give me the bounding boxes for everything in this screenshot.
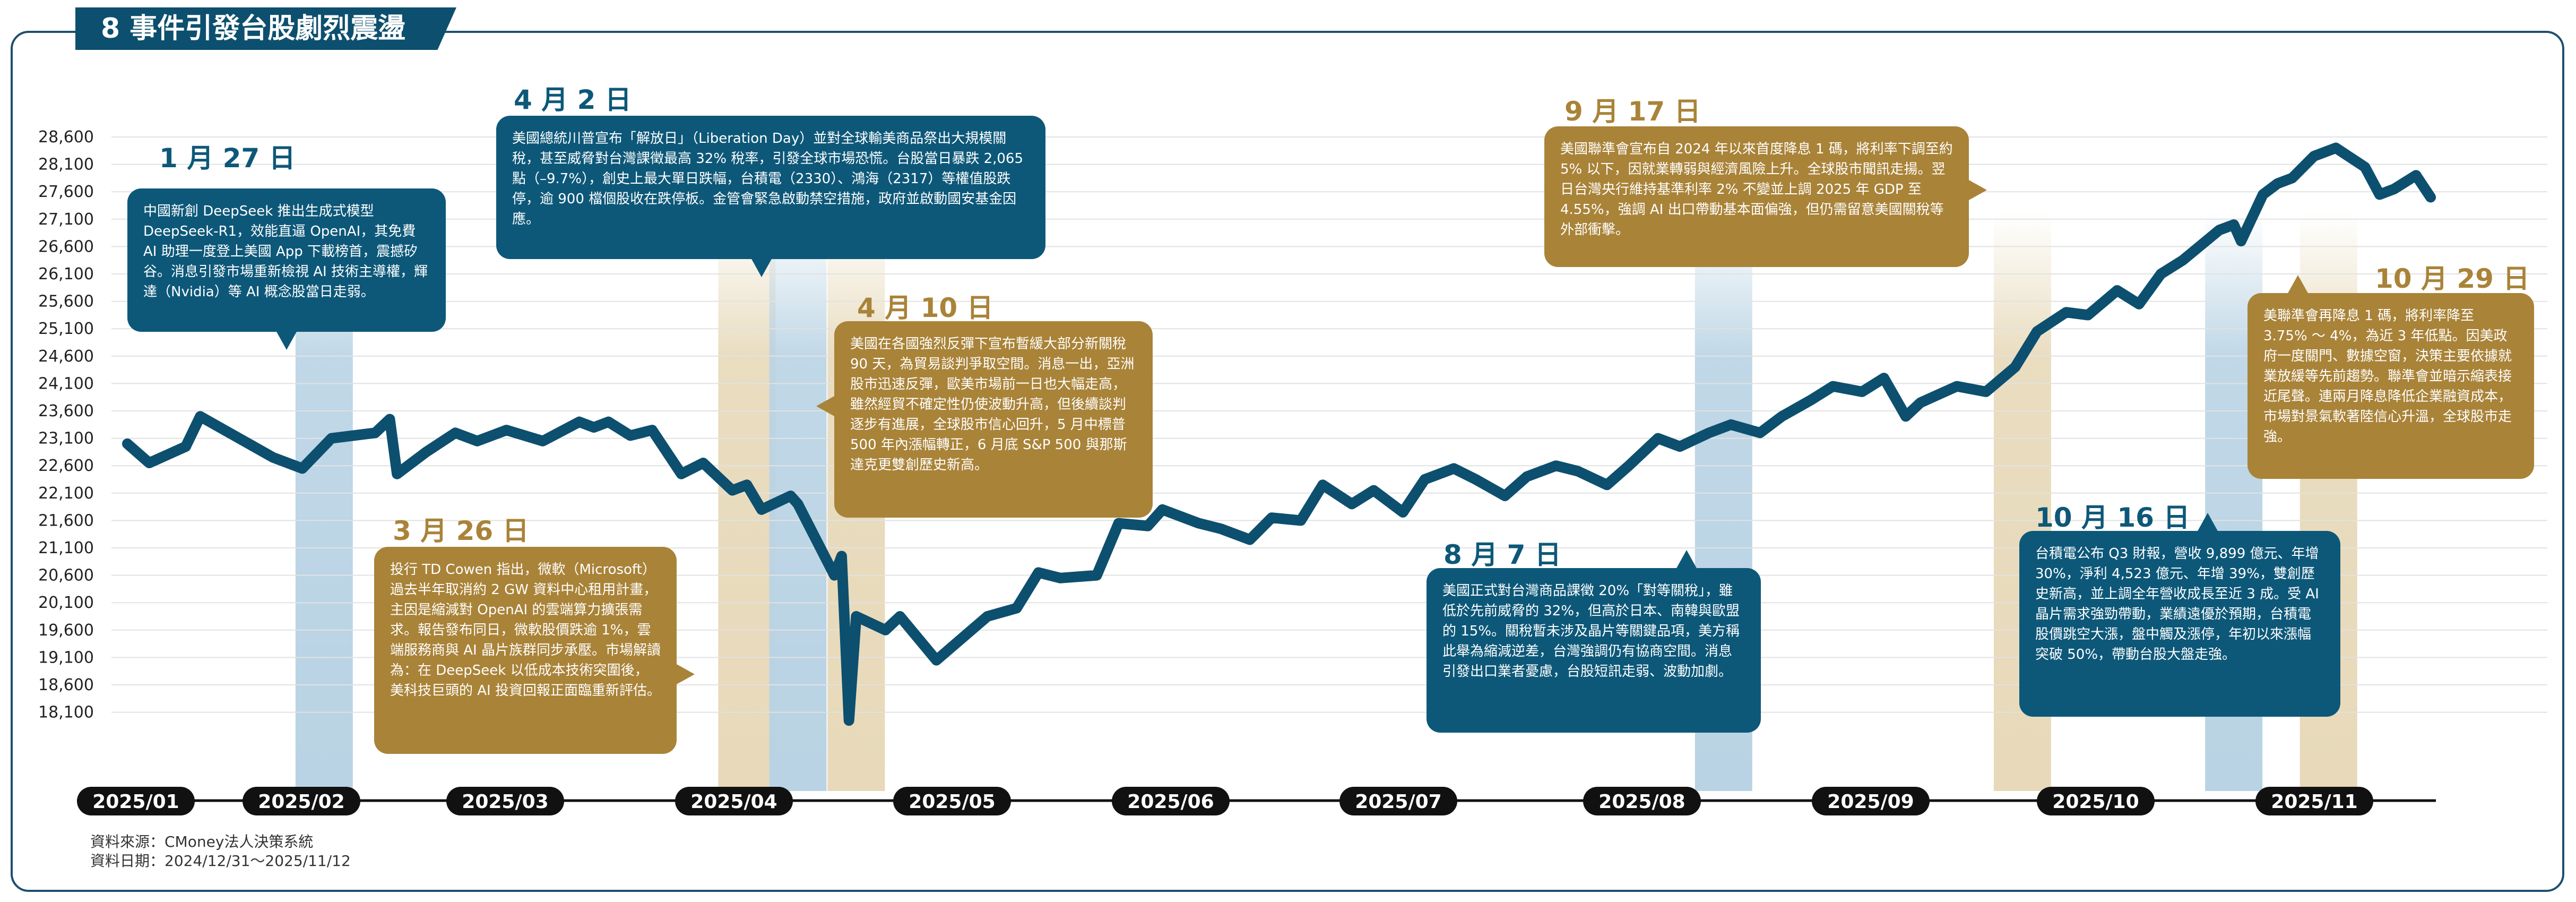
x-tick-pill: 2025/01 bbox=[77, 787, 195, 815]
x-tick-pill: 2025/08 bbox=[1583, 787, 1701, 815]
callout-tail bbox=[2287, 275, 2309, 294]
y-tick-label: 21,600 bbox=[38, 511, 94, 530]
y-tick-label: 22,100 bbox=[38, 484, 94, 503]
month-pill-bg bbox=[675, 787, 793, 815]
event-annotation-text: 美聯準會再降息 1 碼，將利率降至 3.75% ～ 4%，為近 3 年低點。因美… bbox=[2263, 308, 2512, 445]
month-pill-bg bbox=[77, 787, 195, 815]
x-tick-pill: 2025/11 bbox=[2255, 787, 2373, 815]
callout-tail bbox=[816, 396, 835, 417]
event-annotation-box: 美國聯準會宣布自 2024 年以來首度降息 1 碼，將利率下調至約 5% 以下，… bbox=[1544, 126, 1987, 267]
x-tick-label: 2025/04 bbox=[690, 791, 777, 813]
month-pill-bg bbox=[1812, 787, 1930, 815]
month-pill-bg bbox=[1339, 787, 1457, 815]
y-tick-label: 23,600 bbox=[38, 402, 94, 420]
y-tick-label: 24,600 bbox=[38, 347, 94, 366]
callout-tail bbox=[1968, 179, 1987, 201]
x-tick-label: 2025/01 bbox=[92, 791, 179, 813]
event-date-label: 4 月 10 日 bbox=[857, 293, 993, 323]
x-tick-pill: 2025/04 bbox=[675, 787, 793, 815]
event-annotation-box: 美聯準會再降息 1 碼，將利率降至 3.75% ～ 4%，為近 3 年低點。因美… bbox=[2247, 275, 2534, 479]
event-annotation-text: 台積電公布 Q3 財報，營收 9,899 億元、年增 30%，淨利 4,523 … bbox=[2035, 546, 2319, 663]
x-tick-pill: 2025/02 bbox=[243, 787, 360, 815]
x-tick-label: 2025/08 bbox=[1598, 791, 1685, 813]
title-tab-accent bbox=[75, 7, 81, 50]
x-tick-label: 2025/03 bbox=[462, 791, 548, 813]
chart-frame bbox=[11, 31, 2564, 892]
series-line bbox=[122, 142, 2436, 726]
event-date-label: 4 月 2 日 bbox=[514, 84, 632, 115]
x-axis: 2025/01 2025/02 2025/03 2025/04 2025/05 2025/… bbox=[77, 787, 2436, 815]
y-tick-label: 20,600 bbox=[38, 566, 94, 585]
title-tab bbox=[79, 7, 456, 50]
x-tick-label: 2025/11 bbox=[2271, 791, 2357, 813]
month-pill-bg bbox=[1583, 787, 1701, 815]
event-annotation-box: 美國在各國強烈反彈下宣布暫緩大部分新關稅 90 天，為貿易談判爭取空間。消息一出… bbox=[816, 321, 1153, 518]
event-annotation-text: 美國總統川普宣布「解放日」（Liberation Day）並對全球輸美商品祭出大… bbox=[512, 131, 1024, 227]
month-pill-bg bbox=[2255, 787, 2373, 815]
y-tick-label: 18,100 bbox=[38, 703, 94, 722]
y-tick-label: 28,600 bbox=[38, 128, 94, 147]
y-tick-label: 26,600 bbox=[38, 237, 94, 256]
callout-tail bbox=[676, 664, 695, 685]
y-tick-label: 25,600 bbox=[38, 293, 94, 311]
month-pill-bg bbox=[893, 787, 1011, 815]
event-date-label: 9 月 17 日 bbox=[1564, 96, 1701, 127]
y-tick-label: 26,100 bbox=[38, 265, 94, 284]
page-title: 8 事件引發台股劇烈震盪 bbox=[101, 13, 406, 45]
event-annotation-text: 美國聯準會宣布自 2024 年以來首度降息 1 碼，將利率下調至約 5% 以下，… bbox=[1560, 141, 1953, 238]
y-tick-label: 27,600 bbox=[38, 183, 94, 201]
y-tick-label: 27,100 bbox=[38, 210, 94, 229]
x-tick-label: 2025/07 bbox=[1355, 791, 1441, 813]
y-tick-label: 28,100 bbox=[38, 156, 94, 174]
event-annotation-box: 美國正式對台灣商品課徵 20%「對等關稅」，雖低於先前威脅的 32%，但高於日本… bbox=[1427, 550, 1761, 733]
event-date-label: 10 月 16 日 bbox=[2035, 502, 2190, 533]
y-tick-label: 25,100 bbox=[38, 320, 94, 338]
event-annotation-box: 投行 TD Cowen 指出，微軟（Microsoft）過去半年取消約 2 GW… bbox=[374, 547, 695, 754]
y-tick-label: 19,600 bbox=[38, 621, 94, 640]
x-tick-pill: 2025/03 bbox=[446, 787, 564, 815]
x-tick-label: 2025/10 bbox=[2052, 791, 2139, 813]
event-annotation-box: 美國總統川普宣布「解放日」（Liberation Day）並對全球輸美商品祭出大… bbox=[496, 116, 1045, 277]
date-range-line: 資料日期：2024/12/31〜2025/11/12 bbox=[90, 852, 351, 870]
event-annotation-box: 中國新創 DeepSeek 推出生成式模型 DeepSeek-R1，效能直逼 O… bbox=[127, 188, 446, 350]
event-date-label: 3 月 26 日 bbox=[393, 516, 529, 546]
event-date-label: 8 月 7 日 bbox=[1443, 539, 1561, 570]
y-tick-label: 18,600 bbox=[38, 676, 94, 694]
y-tick-label: 19,100 bbox=[38, 648, 94, 667]
x-tick-label: 2025/09 bbox=[1827, 791, 1914, 813]
y-tick-label: 21,100 bbox=[38, 539, 94, 557]
source-line: 資料來源：CMoney法人決策系統 bbox=[90, 833, 314, 851]
source-note: 資料來源：CMoney法人決策系統 資料日期：2024/12/31〜2025/1… bbox=[90, 832, 351, 871]
month-pill-bg bbox=[243, 787, 360, 815]
month-pill-bg bbox=[446, 787, 564, 815]
y-tick-label: 24,100 bbox=[38, 374, 94, 393]
y-tick-label: 23,100 bbox=[38, 429, 94, 448]
callout-tail bbox=[751, 258, 772, 277]
x-tick-label: 2025/05 bbox=[909, 791, 995, 813]
x-tick-pill: 2025/09 bbox=[1812, 787, 1930, 815]
y-axis-ticks: 28,600 28,100 27,600 27,100 26,600 26,100 25,6… bbox=[38, 128, 94, 722]
x-tick-label: 2025/02 bbox=[258, 791, 344, 813]
event-date-label: 10 月 29 日 bbox=[2375, 263, 2530, 294]
y-tick-label: 22,600 bbox=[38, 457, 94, 475]
event-annotation-text: 美國正式對台灣商品課徵 20%「對等關稅」，雖低於先前威脅的 32%，但高於日本… bbox=[1442, 583, 1740, 680]
event-annotation-box: 台積電公布 Q3 財報，營收 9,899 億元、年增 30%，淨利 4,523 … bbox=[2019, 513, 2340, 717]
callout-tail bbox=[2197, 513, 2218, 532]
x-tick-pill: 2025/10 bbox=[2037, 787, 2155, 815]
event-date-label: 1 月 27 日 bbox=[159, 143, 296, 174]
x-tick-pill: 2025/06 bbox=[1112, 787, 1230, 815]
event-annotation-text: 投行 TD Cowen 指出，微軟（Microsoft）過去半年取消約 2 GW… bbox=[390, 562, 661, 699]
event-annotation-text: 美國在各國強烈反彈下宣布暫緩大部分新關稅 90 天，為貿易談判爭取空間。消息一出… bbox=[850, 336, 1135, 473]
y-tick-label: 20,100 bbox=[38, 594, 94, 612]
x-tick-pill: 2025/05 bbox=[893, 787, 1011, 815]
month-pill-bg bbox=[1112, 787, 1230, 815]
month-pill-bg bbox=[2037, 787, 2155, 815]
x-tick-label: 2025/06 bbox=[1127, 791, 1214, 813]
series-group bbox=[122, 142, 2436, 726]
callout-tail bbox=[276, 331, 297, 350]
x-tick-pill: 2025/07 bbox=[1339, 787, 1457, 815]
callout-tail bbox=[1676, 550, 1697, 569]
event-annotation-text: 中國新創 DeepSeek 推出生成式模型 DeepSeek-R1，效能直逼 O… bbox=[143, 203, 428, 300]
